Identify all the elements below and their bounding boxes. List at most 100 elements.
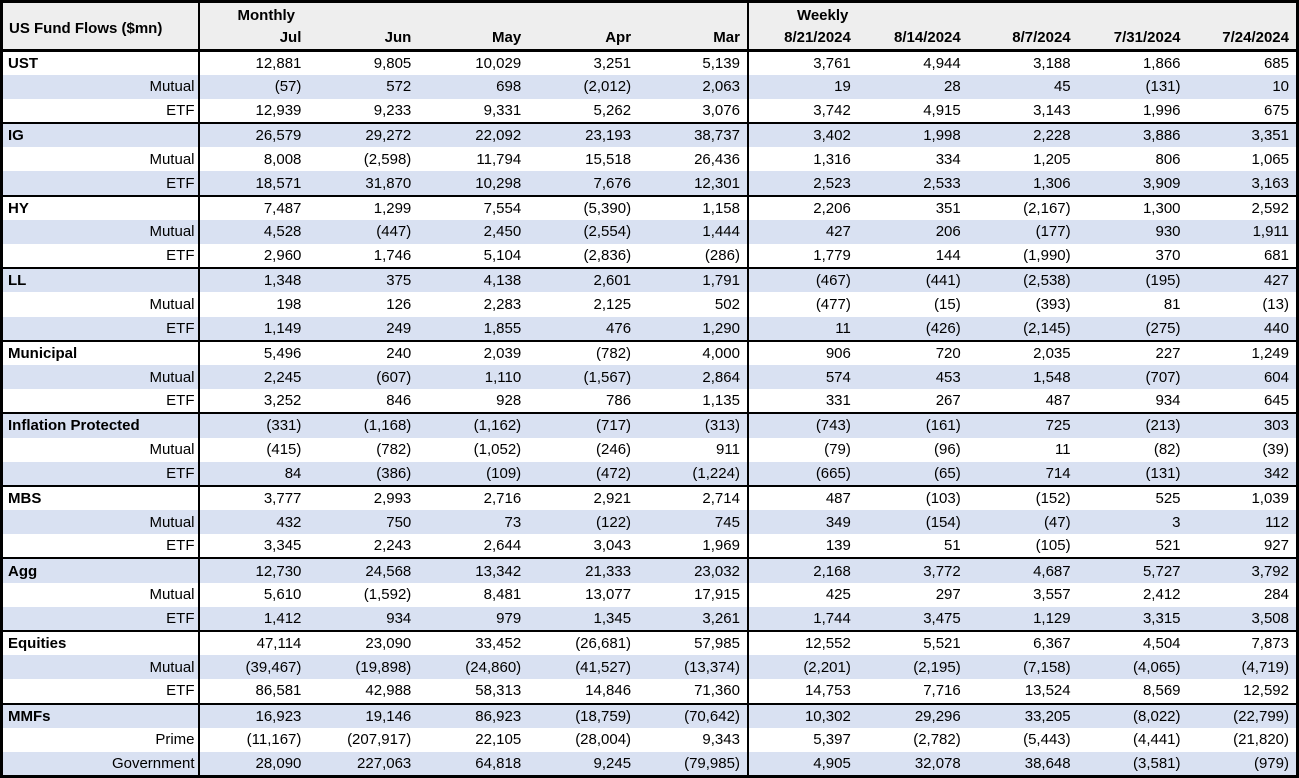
value-cell: (2,598) [363, 150, 412, 168]
value-cell: (2,195) [913, 658, 961, 676]
value-cell: 1,149 [263, 319, 302, 337]
value-cell: 574 [825, 368, 851, 386]
sub-row-label: Mutual [1, 147, 200, 172]
value-cell: 934 [1155, 392, 1181, 410]
value-cell: 2,644 [483, 537, 522, 555]
value-cell: 112 [1265, 513, 1289, 531]
value-cell: 427 [825, 223, 851, 241]
value-cell: 375 [308, 267, 419, 293]
value-cell: 2,245 [263, 368, 302, 386]
value-cell: (1,592) [363, 586, 412, 604]
value-cell: 7,716 [923, 682, 961, 700]
value-cell: 1,290 [638, 316, 749, 341]
value-cell: 206 [935, 223, 961, 241]
value-cell: 685 [1187, 49, 1298, 75]
value-cell: 425 [825, 586, 851, 604]
value-cell: 1,779 [813, 247, 851, 265]
value-cell: (1,990) [1023, 247, 1071, 265]
group-label: UST [1, 49, 200, 75]
value-cell: 2,960 [263, 247, 302, 265]
value-cell: (177) [1035, 223, 1071, 241]
value-cell: (331) [198, 412, 309, 438]
value-cell: 3,402 [747, 122, 858, 148]
value-cell: (79,985) [638, 751, 749, 777]
value-cell: 750 [386, 513, 412, 531]
value-cell: (13) [1262, 295, 1289, 313]
value-cell: 198 [276, 295, 302, 313]
value-cell: (13,374) [638, 655, 749, 680]
value-cell: (5,443) [1023, 731, 1071, 749]
value-cell: 3,772 [857, 557, 968, 583]
value-cell: 73 [504, 513, 522, 531]
value-cell: 572 [386, 78, 412, 96]
table-row: ETF 1,149 249 1,855 476 1,290 11 (426) (2,145) (2… [1, 316, 1298, 341]
group-label: IG [1, 122, 200, 148]
value-cell: 1,135 [638, 389, 749, 414]
value-cell: (707) [1145, 368, 1181, 386]
value-cell: 6,367 [967, 629, 1078, 656]
value-cell: (441) [857, 267, 968, 293]
value-cell: 698 [496, 78, 522, 96]
value-cell: 16,923 [198, 702, 309, 728]
value-cell: (313) [638, 412, 749, 438]
sub-row-label: ETF [1, 679, 200, 704]
value-cell: 2,039 [418, 339, 529, 365]
value-cell: (4,441) [1132, 731, 1181, 749]
value-cell: (782) [376, 441, 412, 459]
sub-row-label: Government [1, 751, 200, 777]
group-label: MBS [1, 484, 200, 511]
value-cell: 29,296 [857, 702, 968, 728]
value-cell: (607) [376, 368, 412, 386]
value-cell: 714 [1045, 464, 1071, 482]
value-cell: (1,224) [638, 461, 749, 486]
sub-row-label: Mutual [1, 582, 200, 607]
value-cell: 1,412 [263, 609, 302, 627]
value-cell: 349 [825, 513, 851, 531]
value-cell: 1,110 [484, 368, 522, 386]
value-cell: 745 [638, 510, 749, 535]
value-cell: 17,915 [638, 582, 749, 607]
value-cell: 2,063 [638, 74, 749, 99]
value-cell: (4,065) [1132, 658, 1181, 676]
table-row: HY 7,487 1,299 7,554 (5,390) 1,158 2,206 351 (2,… [1, 194, 1298, 220]
value-cell: 4,905 [813, 754, 851, 772]
value-cell: 24,568 [308, 557, 419, 583]
value-cell: 3,315 [1142, 609, 1181, 627]
value-cell: 144 [935, 247, 961, 265]
value-cell: 2,035 [967, 339, 1078, 365]
value-cell: 9,331 [483, 101, 522, 119]
sub-row-label: ETF [1, 461, 200, 486]
value-cell: 8,008 [263, 150, 302, 168]
table-row: MMFs 16,923 19,146 86,923 (18,759) (70,642) 10… [1, 702, 1298, 728]
table-row: ETF 3,345 2,243 2,644 3,043 1,969 139 51 (105) 52… [1, 534, 1298, 559]
table-row: ETF 12,939 9,233 9,331 5,262 3,076 3,742 4,915 3… [1, 98, 1298, 124]
column-header-week-1: 8/21/2024 [747, 27, 858, 52]
value-cell: (477) [815, 295, 851, 313]
value-cell: 4,000 [638, 339, 749, 365]
value-cell: 7,873 [1187, 629, 1298, 656]
value-cell: (415) [266, 441, 302, 459]
value-cell: 4,687 [967, 557, 1078, 583]
value-cell: (2,538) [967, 267, 1078, 293]
value-cell: 4,915 [923, 101, 961, 119]
value-cell: 1,345 [593, 609, 632, 627]
table-row: ETF 18,571 31,870 10,298 7,676 12,301 2,523 2,5… [1, 171, 1298, 196]
value-cell: 9,343 [638, 727, 749, 752]
value-cell: 23,193 [528, 122, 639, 148]
value-cell: 3,792 [1187, 557, 1298, 583]
value-cell: 31,870 [365, 174, 412, 192]
column-header-week-3: 8/7/2024 [967, 27, 1078, 52]
monthly-section-label: Monthly [198, 1, 749, 28]
table-row: Mutual (415) (782) (1,052) (246) 911 (79) (96) 1… [1, 437, 1298, 462]
value-cell: (70,642) [638, 702, 749, 728]
value-cell: (426) [925, 319, 961, 337]
value-cell: 1,205 [1033, 150, 1071, 168]
value-cell: 3,261 [638, 606, 749, 631]
value-cell: 9,233 [373, 101, 412, 119]
value-cell: 32,078 [914, 754, 961, 772]
value-cell: (447) [376, 223, 412, 241]
value-cell: 2,533 [923, 174, 961, 192]
sub-row-label: Prime [1, 727, 200, 752]
value-cell: 453 [935, 368, 961, 386]
value-cell: (979) [1253, 754, 1289, 772]
